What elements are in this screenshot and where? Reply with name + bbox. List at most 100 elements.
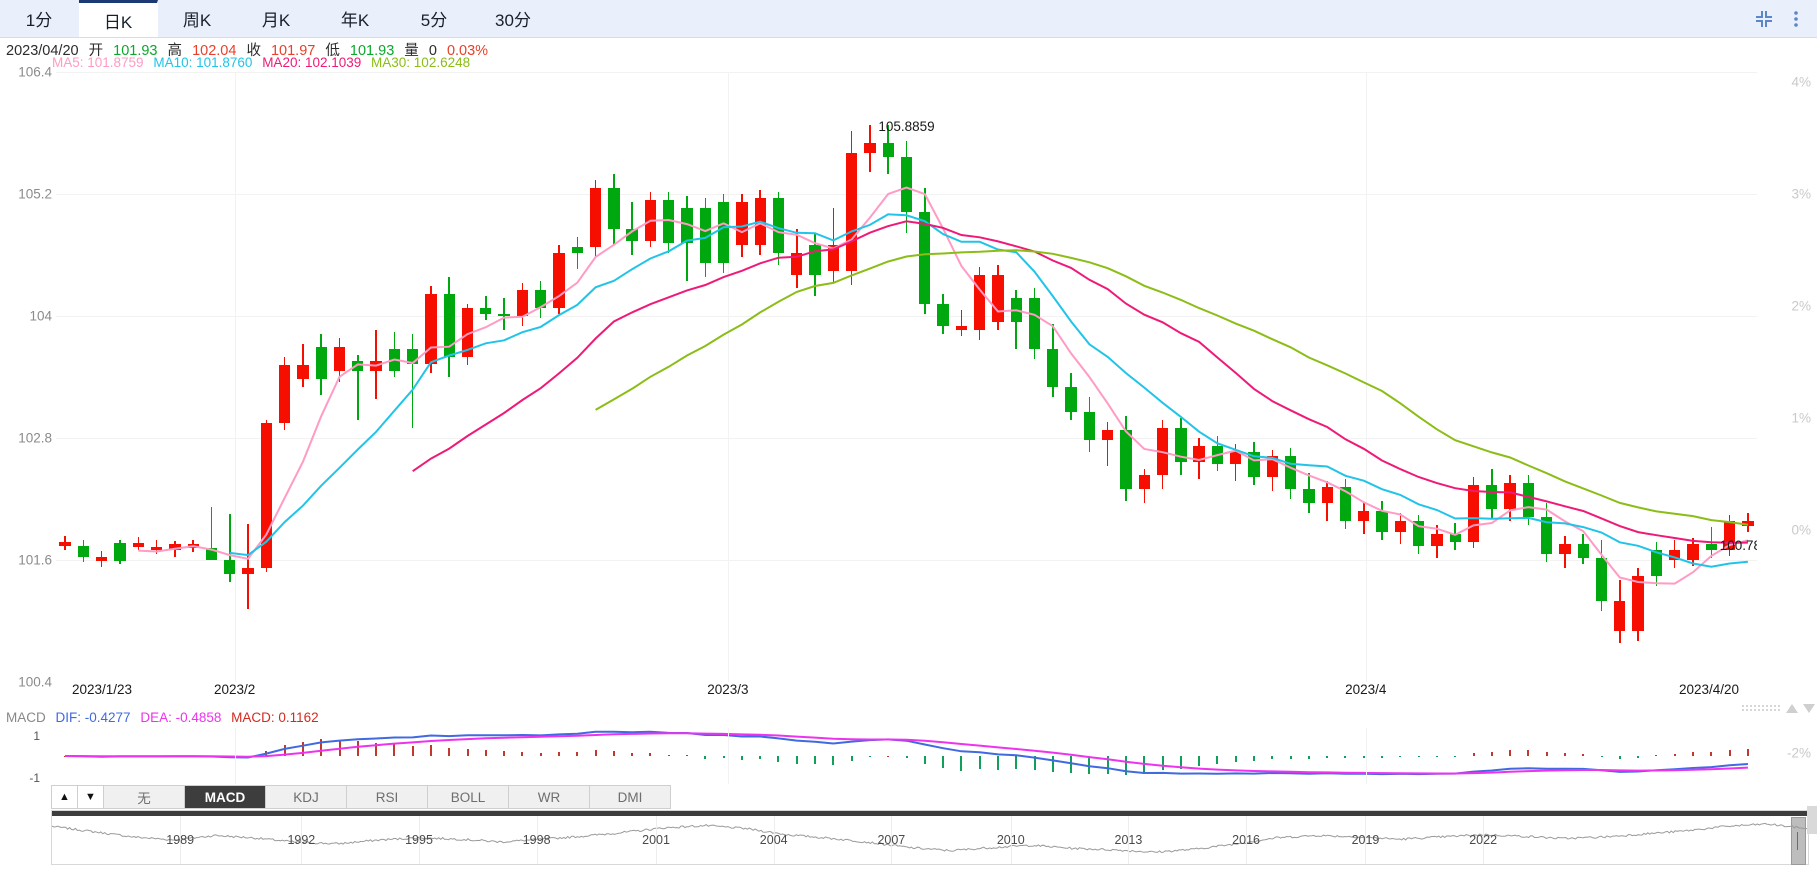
axis-scale-controls[interactable] <box>1729 700 1815 716</box>
more-vertical-icon[interactable] <box>1781 0 1811 37</box>
macd-histogram-bar <box>1435 756 1438 757</box>
percent-axis-tick: 4% <box>1791 74 1811 90</box>
date-axis: 2023/1/23 2023/2 2023/3 2023/4 2023/4/20 <box>0 682 1817 704</box>
gridline <box>56 316 1757 317</box>
tab-30min[interactable]: 30分 <box>474 0 553 37</box>
macd-histogram-bar <box>1746 748 1749 756</box>
high-label: 高 <box>167 43 183 59</box>
candle-body <box>1175 427 1187 463</box>
tab-weekly[interactable]: 周K <box>158 0 237 37</box>
macd-histogram-bar <box>704 756 707 759</box>
candle-body <box>1669 549 1681 560</box>
vertical-scrollbar[interactable] <box>1807 806 1817 834</box>
macd-histogram-bar <box>1472 752 1475 756</box>
candle-body <box>1614 600 1626 632</box>
macd-histogram-bar <box>557 752 560 756</box>
tab-label: 30分 <box>495 11 531 30</box>
indicator-tab-label: KDJ <box>293 789 319 805</box>
candle-wick <box>631 202 633 255</box>
collapse-icon[interactable] <box>1747 0 1781 37</box>
gridline <box>1365 72 1367 682</box>
macd-histogram-bar <box>1307 756 1310 760</box>
macd-histogram-bar <box>1271 756 1274 760</box>
candle-body <box>242 568 254 575</box>
gridline <box>1365 728 1367 784</box>
indicator-tab-boll[interactable]: BOLL <box>428 786 509 808</box>
candle-body <box>663 200 675 243</box>
candle-body <box>736 202 748 245</box>
candlestick-plot[interactable]: 105.8859 100.7828 <box>56 72 1757 682</box>
percent-axis-tick: 0% <box>1791 522 1811 537</box>
tab-label: 日K <box>103 12 133 32</box>
axis-scale-up-icon[interactable] <box>1786 703 1798 713</box>
macd-histogram-bar <box>667 755 670 756</box>
navigator-gridline <box>1365 816 1367 864</box>
indicator-tab-none[interactable]: 无 <box>104 786 185 808</box>
navigator-gridline <box>1128 816 1130 864</box>
macd-histogram-bar <box>1179 756 1182 769</box>
percent-axis-tick: 2% <box>1791 298 1811 314</box>
macd-histogram-bar <box>814 756 817 765</box>
macd-chart-pane[interactable]: 1 -1 <box>0 728 1817 785</box>
percent-axis-right: 4% 3% 2% 1% 0% -2% <box>1757 72 1817 761</box>
macd-histogram-bar <box>722 756 725 759</box>
indicator-tab-label: MACD <box>204 789 246 805</box>
macd-histogram-bar <box>1509 749 1512 756</box>
date-axis-tick: 2023/1/23 <box>71 682 133 697</box>
candle-body <box>77 545 90 557</box>
candle-body <box>1687 543 1699 560</box>
macd-histogram-bar <box>320 739 323 756</box>
price-axis-tick: 106.4 <box>18 64 52 80</box>
candle-body <box>571 246 583 253</box>
price-chart-pane[interactable]: 106.4 105.2 104 102.8 101.6 100.4 4% 3% 2% 1% 0% -… <box>0 65 1817 761</box>
close-value: 101.97 <box>270 43 316 59</box>
navigator-gridline <box>773 816 775 864</box>
navigator-handle[interactable] <box>1791 817 1806 865</box>
tab-yearly[interactable]: 年K <box>316 0 395 37</box>
axis-scale-down-icon[interactable] <box>1803 703 1815 713</box>
macd-histogram-bar <box>777 756 780 762</box>
candle-body <box>1723 521 1736 550</box>
indicator-tab-kdj[interactable]: KDJ <box>266 786 347 808</box>
quote-summary: 2023/04/20 开 101.93 高 102.04 收 101.97 低 … <box>6 39 494 60</box>
indicator-tab-label: RSI <box>375 789 399 805</box>
open-value: 101.93 <box>113 43 158 59</box>
candle-body <box>1358 511 1370 522</box>
candle-body <box>699 208 711 264</box>
macd-histogram-bar <box>283 744 286 756</box>
macd-histogram-bar <box>1655 755 1658 757</box>
axis-grip-icon[interactable] <box>1741 704 1781 712</box>
macd-histogram-bar <box>1234 756 1237 763</box>
tab-1min[interactable]: 1分 <box>0 0 79 37</box>
range-navigator[interactable]: 1989 1992 1995 1998 2001 2004 2007 2010 2013 2016… <box>51 810 1809 865</box>
macd-histogram-bar <box>1015 756 1018 769</box>
macd-histogram-bar <box>393 743 396 756</box>
indicator-tab-dmi[interactable]: DMI <box>590 786 670 808</box>
candle-body <box>480 307 492 314</box>
macd-plot[interactable] <box>56 728 1757 784</box>
indicator-scroll-down-icon[interactable]: ▼ <box>78 786 104 808</box>
indicator-tab-macd[interactable]: MACD <box>185 786 266 808</box>
navigator-selection-bar[interactable] <box>52 811 1808 816</box>
macd-histogram-bar <box>301 741 304 756</box>
indicator-tab-rsi[interactable]: RSI <box>347 786 428 808</box>
percent-axis-tick: -2% <box>1786 745 1811 761</box>
tab-label: 周K <box>182 11 212 30</box>
tab-monthly[interactable]: 月K <box>237 0 316 37</box>
navigator-year-label: 2007 <box>877 833 906 847</box>
volume-label: 量 <box>404 43 419 59</box>
candle-body <box>1028 297 1041 349</box>
candle-wick <box>155 539 158 554</box>
tab-5min[interactable]: 5分 <box>395 0 474 37</box>
close-label: 收 <box>246 43 261 59</box>
candle-body <box>955 326 968 331</box>
candle-body <box>59 541 71 546</box>
navigator-gridline <box>891 816 893 864</box>
candle-body <box>1705 543 1717 550</box>
tab-daily[interactable]: 日K <box>79 0 158 37</box>
macd-histogram-bar <box>1198 756 1201 766</box>
navigator-year-label: 2019 <box>1351 833 1380 847</box>
indicator-tab-wr[interactable]: WR <box>509 786 590 808</box>
macd-histogram-bar <box>356 740 359 756</box>
indicator-scroll-up-icon[interactable]: ▲ <box>52 786 78 808</box>
